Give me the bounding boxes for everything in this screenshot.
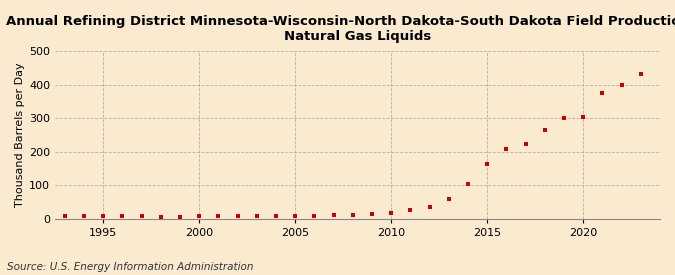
Point [271, 214, 281, 218]
Y-axis label: Thousand Barrels per Day: Thousand Barrels per Day [15, 63, 25, 207]
Point [635, 72, 646, 76]
Point [578, 114, 589, 119]
Point [616, 82, 627, 87]
Point [155, 214, 166, 219]
Point [367, 212, 377, 216]
Point [597, 91, 608, 95]
Point [443, 197, 454, 201]
Point [59, 214, 70, 218]
Point [309, 213, 320, 218]
Point [559, 116, 570, 120]
Point [482, 161, 493, 166]
Point [539, 128, 550, 132]
Point [348, 213, 358, 217]
Point [251, 214, 262, 218]
Point [136, 214, 147, 218]
Title: Annual Refining District Minnesota-Wisconsin-North Dakota-South Dakota Field Pro: Annual Refining District Minnesota-Wisco… [6, 15, 675, 43]
Point [78, 214, 89, 218]
Point [520, 142, 531, 147]
Point [462, 182, 473, 187]
Point [175, 214, 186, 219]
Point [117, 214, 128, 218]
Point [232, 214, 243, 218]
Point [386, 211, 397, 215]
Point [328, 213, 339, 218]
Point [424, 205, 435, 210]
Point [194, 214, 205, 218]
Point [98, 214, 109, 218]
Point [290, 214, 300, 218]
Point [213, 214, 224, 218]
Text: Source: U.S. Energy Information Administration: Source: U.S. Energy Information Administ… [7, 262, 253, 272]
Point [501, 147, 512, 152]
Point [405, 208, 416, 213]
